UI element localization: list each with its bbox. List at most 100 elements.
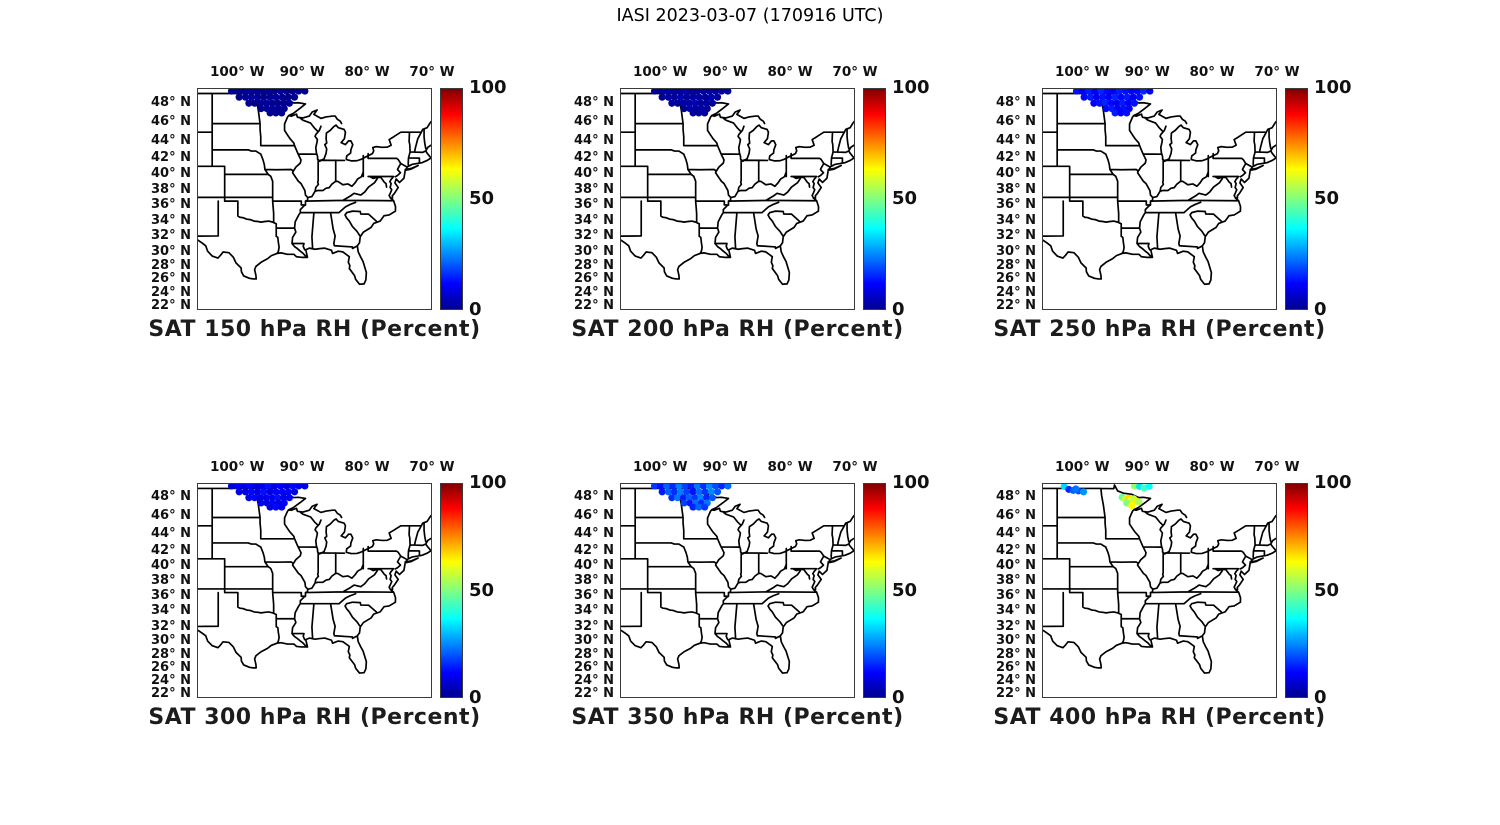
- scatter-point: [278, 109, 286, 117]
- colorbar-tick-label: 0: [469, 687, 482, 708]
- scatter-point: [245, 99, 253, 107]
- scatter-point: [258, 484, 266, 490]
- lat-tick-label: 24° N: [151, 673, 191, 689]
- scatter-point: [683, 488, 691, 496]
- lat-tick-label: 40° N: [996, 558, 1036, 574]
- lon-tick-label: 100° W: [632, 459, 688, 475]
- scatter-point: [695, 93, 703, 101]
- scatter-point: [256, 99, 265, 107]
- lat-tick-label: 46° N: [996, 508, 1036, 524]
- scatter-point: [279, 99, 288, 107]
- lat-tick-label: 32° N: [574, 228, 614, 244]
- scatter-point: [712, 484, 720, 490]
- scatter-point: [252, 484, 260, 490]
- scatter-point: [1117, 109, 1125, 117]
- lat-tick-label: 44° N: [151, 526, 191, 542]
- scatter-point: [1130, 99, 1138, 107]
- lon-tick-label: 90° W: [1124, 64, 1170, 80]
- colorbar-tick-label: 100: [1314, 472, 1352, 493]
- scatter-point: [266, 488, 274, 496]
- scatter-point: [664, 488, 672, 496]
- scatter-point: [1128, 502, 1136, 510]
- colorbar-tick-label: 50: [469, 579, 495, 601]
- scatter-point: [274, 494, 282, 502]
- scatter-point: [284, 488, 292, 496]
- scatter-point: [272, 488, 280, 496]
- lat-tick-label: 40° N: [151, 166, 191, 182]
- map-panel-400hpa: [1042, 483, 1277, 698]
- lat-tick-label: 34° N: [151, 603, 191, 619]
- scatter-point: [278, 503, 286, 511]
- lat-tick-label: 36° N: [151, 588, 191, 604]
- scatter-point: [241, 93, 249, 101]
- colorbar-tick-label: 0: [1314, 299, 1327, 320]
- scatter-point: [1080, 93, 1088, 101]
- lon-tick-label: 70° W: [1254, 459, 1300, 475]
- scatter-point: [1111, 93, 1119, 101]
- us-state-boundaries: [1043, 89, 1276, 286]
- scatter-point: [656, 89, 665, 95]
- scatter-point: [1103, 89, 1111, 95]
- lat-tick-label: 42° N: [996, 149, 1036, 165]
- scatter-point: [705, 89, 714, 95]
- lon-tick-label: 90° W: [279, 459, 325, 475]
- colorbar: [1285, 483, 1308, 698]
- scatter-point: [668, 494, 676, 502]
- lon-tick-label: 90° W: [702, 64, 748, 80]
- scatter-point: [689, 109, 697, 117]
- map-panel-350hpa: [620, 483, 855, 698]
- lat-tick-label: 30° N: [151, 243, 191, 259]
- lat-tick-label: 38° N: [996, 573, 1036, 589]
- lon-tick-label: 70° W: [832, 459, 878, 475]
- scatter-point: [695, 109, 703, 117]
- colorbar-tick-label: 50: [469, 188, 495, 209]
- lat-tick-label: 42° N: [151, 542, 191, 558]
- lat-tick-label: 38° N: [996, 181, 1036, 197]
- scatter-point: [258, 89, 266, 95]
- panel-title-300hpa: SAT 300 hPa RH (Percent): [148, 705, 481, 730]
- colorbar-tick-label: 0: [469, 299, 482, 320]
- scatter-point: [712, 89, 720, 95]
- lat-tick-label: 22° N: [151, 297, 191, 313]
- lon-tick-label: 80° W: [344, 459, 390, 475]
- scatter-point: [233, 484, 242, 490]
- lon-tick-label: 100° W: [1054, 64, 1110, 80]
- scatter-point: [1107, 99, 1115, 107]
- scatter-point: [675, 484, 683, 490]
- scatter-point: [246, 89, 254, 95]
- map-panel-200hpa: [620, 88, 855, 310]
- scatter-point: [1121, 89, 1129, 95]
- lat-tick-label: 22° N: [574, 685, 614, 701]
- lat-tick-label: 30° N: [996, 243, 1036, 259]
- lat-tick-label: 42° N: [574, 542, 614, 558]
- scatter-point: [1129, 93, 1137, 101]
- lon-tick-label: 90° W: [1124, 459, 1170, 475]
- scatter-point: [708, 99, 716, 107]
- lon-tick-label: 70° W: [409, 459, 455, 475]
- lat-tick-label: 32° N: [996, 228, 1036, 244]
- lon-tick-label: 90° W: [702, 459, 748, 475]
- scatter-point: [260, 488, 268, 496]
- scatter-point: [235, 93, 243, 101]
- colorbar-tick-label: 50: [892, 579, 918, 601]
- lat-tick-label: 36° N: [574, 196, 614, 212]
- lat-tick-label: 24° N: [574, 284, 614, 300]
- scatter-point: [707, 488, 715, 496]
- lat-tick-label: 30° N: [996, 633, 1036, 649]
- lon-tick-label: 100° W: [209, 64, 265, 80]
- lon-tick-label: 80° W: [767, 64, 813, 80]
- us-state-boundaries: [621, 89, 854, 286]
- scatter-point: [282, 484, 291, 490]
- scatter-point: [680, 499, 688, 507]
- scatter-point: [689, 503, 697, 511]
- scatter-point: [714, 488, 722, 496]
- colorbar-tick-label: 50: [1314, 188, 1340, 209]
- lat-tick-label: 38° N: [151, 573, 191, 589]
- scatter-point: [668, 99, 676, 107]
- lat-tick-label: 42° N: [996, 542, 1036, 558]
- scatter-point: [262, 494, 270, 502]
- lat-tick-label: 22° N: [996, 685, 1036, 701]
- scatter-point: [724, 89, 732, 95]
- scatter-point: [1099, 93, 1107, 101]
- lat-tick-label: 24° N: [151, 284, 191, 300]
